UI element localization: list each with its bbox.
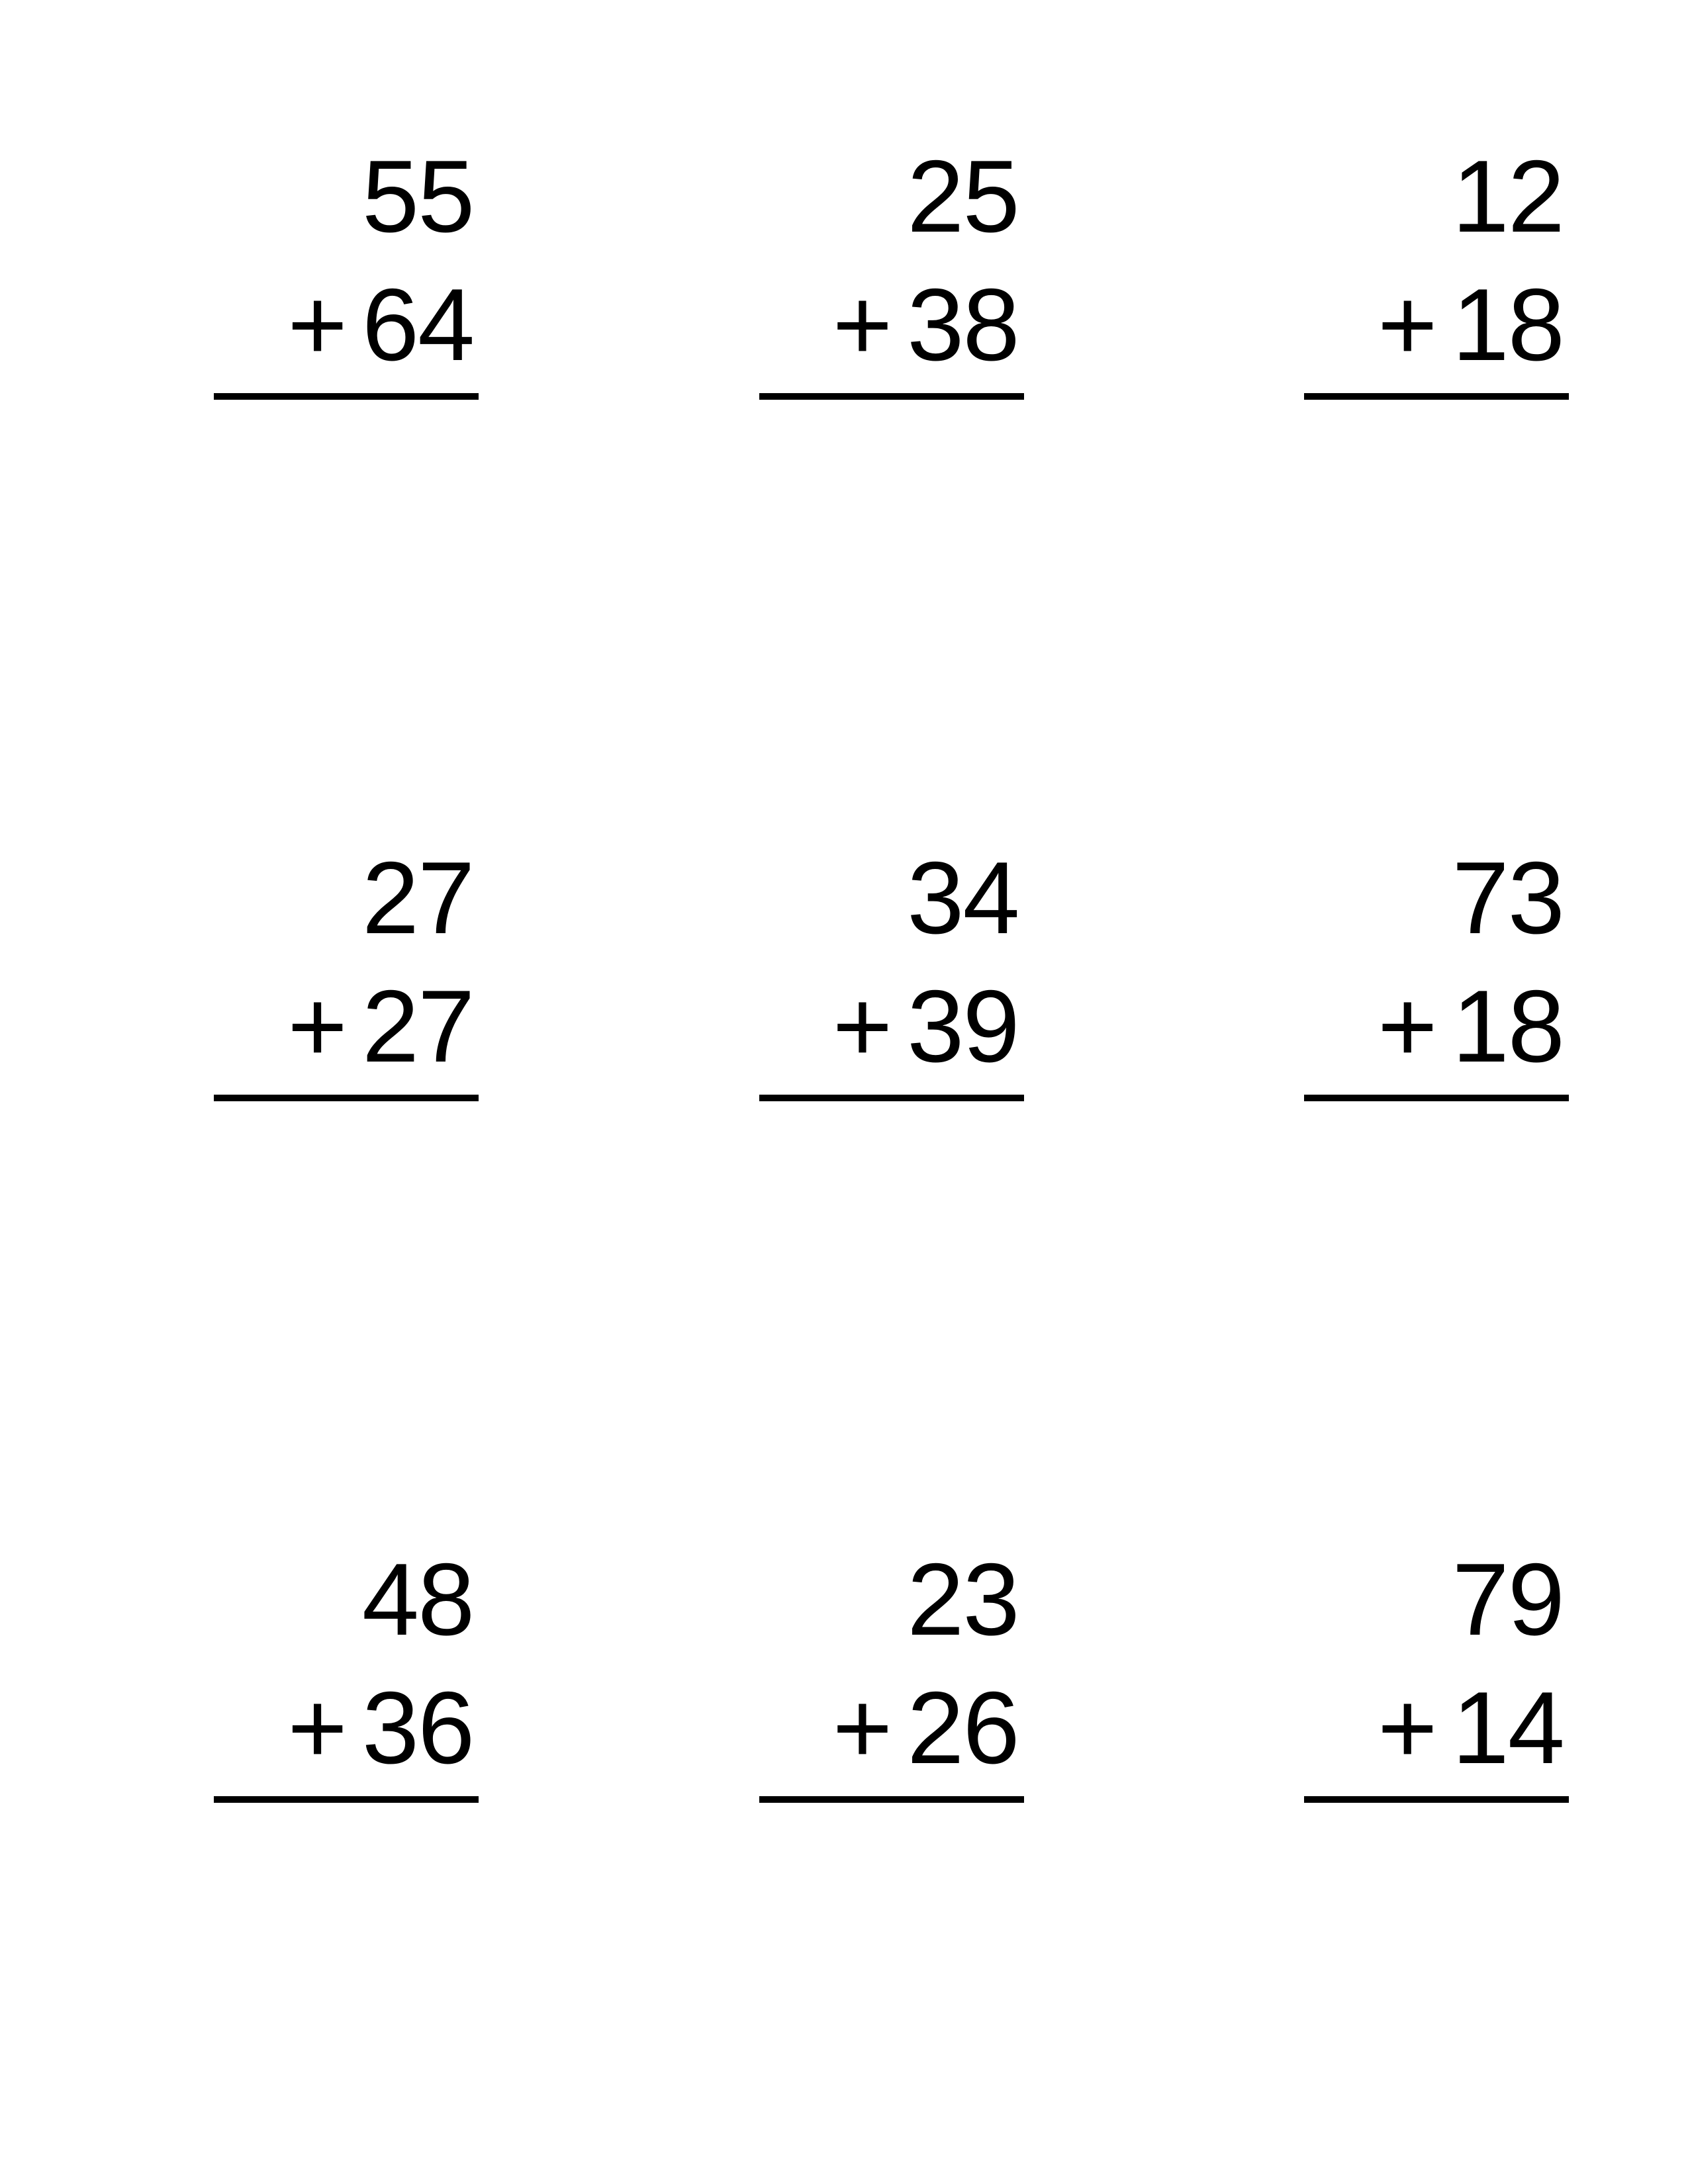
addend-bottom: 39	[907, 962, 1018, 1091]
addition-problem: 79 + 14	[1209, 1535, 1569, 2052]
addition-problem: 27 + 27	[119, 834, 479, 1350]
addend-top: 79	[1452, 1535, 1569, 1664]
addend-top: 55	[362, 132, 479, 261]
sum-rule	[759, 1796, 1024, 1803]
addend-top: 25	[907, 132, 1023, 261]
addition-problem: 48 + 36	[119, 1535, 479, 2052]
sum-rule	[759, 393, 1024, 400]
plus-operator: +	[833, 1664, 892, 1792]
addend-bottom: 36	[362, 1664, 473, 1792]
addend-bottom: 64	[362, 261, 473, 389]
plus-operator: +	[287, 962, 346, 1091]
addend-bottom: 26	[907, 1664, 1018, 1792]
sum-rule	[214, 393, 479, 400]
addend-bottom-row: + 18	[1378, 962, 1569, 1091]
addition-problem: 34 + 39	[664, 834, 1023, 1350]
plus-operator: +	[1378, 261, 1436, 389]
addend-bottom: 27	[362, 962, 473, 1091]
addend-top: 12	[1452, 132, 1569, 261]
addition-problem: 12 + 18	[1209, 132, 1569, 649]
addend-bottom: 14	[1452, 1664, 1564, 1792]
plus-operator: +	[1378, 1664, 1436, 1792]
addend-bottom-row: + 36	[287, 1664, 479, 1792]
plus-operator: +	[287, 1664, 346, 1792]
addend-bottom: 38	[907, 261, 1018, 389]
addition-problem: 25 + 38	[664, 132, 1023, 649]
addition-problem: 23 + 26	[664, 1535, 1023, 2052]
addend-top: 23	[907, 1535, 1023, 1664]
plus-operator: +	[833, 261, 892, 389]
sum-rule	[1304, 1796, 1569, 1803]
addend-top: 34	[907, 834, 1023, 962]
addend-bottom-row: + 14	[1378, 1664, 1569, 1792]
addend-bottom: 18	[1452, 261, 1564, 389]
addend-bottom: 18	[1452, 962, 1564, 1091]
addend-bottom-row: + 27	[287, 962, 479, 1091]
addend-bottom-row: + 38	[833, 261, 1024, 389]
addition-problem: 73 + 18	[1209, 834, 1569, 1350]
addend-top: 48	[362, 1535, 479, 1664]
addend-bottom-row: + 26	[833, 1664, 1024, 1792]
plus-operator: +	[1378, 962, 1436, 1091]
addition-problem: 55 + 64	[119, 132, 479, 649]
addend-bottom-row: + 39	[833, 962, 1024, 1091]
addend-bottom-row: + 64	[287, 261, 479, 389]
sum-rule	[214, 1095, 479, 1101]
plus-operator: +	[833, 962, 892, 1091]
sum-rule	[214, 1796, 479, 1803]
addend-top: 27	[362, 834, 479, 962]
plus-operator: +	[287, 261, 346, 389]
worksheet-grid: 55 + 64 25 + 38 12 + 18 27 + 27 34 +	[119, 132, 1569, 2052]
addend-top: 73	[1452, 834, 1569, 962]
sum-rule	[1304, 393, 1569, 400]
addend-bottom-row: + 18	[1378, 261, 1569, 389]
sum-rule	[759, 1095, 1024, 1101]
sum-rule	[1304, 1095, 1569, 1101]
